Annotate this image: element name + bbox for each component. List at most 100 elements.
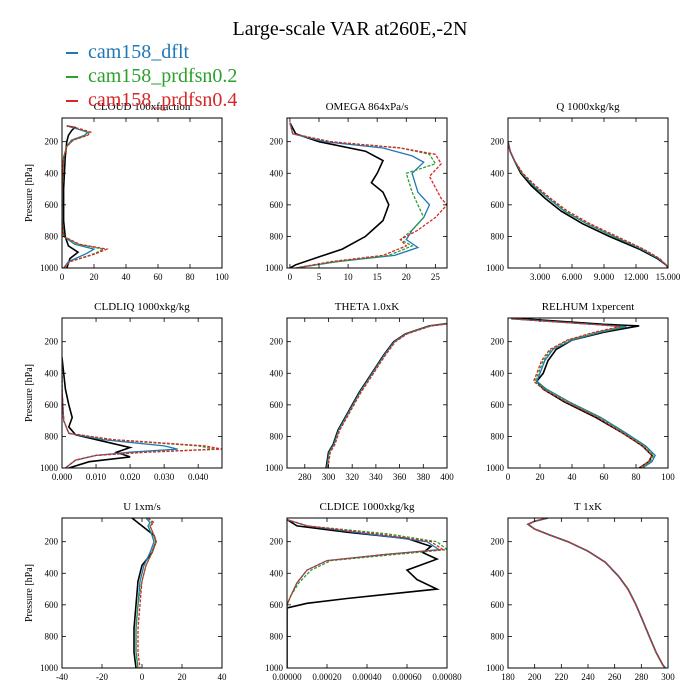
x-tick-label: 0 xyxy=(506,472,511,482)
series-line xyxy=(137,518,157,668)
x-tick-label: 360 xyxy=(393,472,407,482)
x-tick-label: 280 xyxy=(635,672,649,682)
series-line xyxy=(135,518,155,668)
series-line xyxy=(289,122,431,268)
panel-title: RELHUM 1xpercent xyxy=(542,301,635,313)
x-tick-label: 6.000 xyxy=(562,272,583,282)
y-tick-label: 800 xyxy=(45,231,59,241)
y-tick-label: 600 xyxy=(270,400,284,410)
x-tick-label: 0 xyxy=(60,272,65,282)
y-tick-label: 800 xyxy=(270,431,284,441)
chart-panel: OMEGA 864xPa/s 200 400 600 800 1000 0 5 10 15 20 25 xyxy=(265,101,448,282)
series-line xyxy=(62,125,106,268)
page-title: Large-scale VAR at260E,-2N xyxy=(232,18,468,40)
x-tick-label: 0.00080 xyxy=(432,672,462,682)
x-tick-label: 0.00060 xyxy=(392,672,422,682)
series-line xyxy=(511,318,653,468)
legend-swatch xyxy=(66,76,78,78)
y-tick-label: 400 xyxy=(45,568,59,578)
x-tick-label: 340 xyxy=(369,472,383,482)
panel-frame xyxy=(507,317,669,469)
x-tick-label: 40 xyxy=(218,672,228,682)
panel-title: THETA 1.0xK xyxy=(335,301,400,313)
y-tick-label: 200 xyxy=(270,337,284,347)
series-line xyxy=(289,122,447,268)
panel-title: CLDICE 1000xkg/kg xyxy=(319,501,415,513)
series-line xyxy=(508,141,668,268)
x-tick-label: 100 xyxy=(661,472,675,482)
y-tick-label: 1000 xyxy=(486,663,505,673)
series-line xyxy=(287,518,447,668)
y-tick-label: 200 xyxy=(491,137,505,147)
y-tick-label: 200 xyxy=(270,137,284,147)
y-tick-label: 200 xyxy=(45,537,59,547)
y-tick-label: 800 xyxy=(45,631,59,641)
x-tick-label: 15.000 xyxy=(656,272,681,282)
y-tick-label: 200 xyxy=(270,537,284,547)
y-tick-label: 800 xyxy=(45,431,59,441)
series-line xyxy=(62,357,222,468)
chart-panel: CLDLIQ 1000xkg/kg Pressure [hPa] 200 400 600… xyxy=(24,301,223,482)
x-tick-label: 0.020 xyxy=(120,472,141,482)
x-tick-label: 0.010 xyxy=(86,472,107,482)
x-tick-label: 25 xyxy=(431,272,441,282)
series-line xyxy=(511,318,653,468)
legend-swatch xyxy=(66,100,78,102)
x-tick-label: 0.00020 xyxy=(312,672,342,682)
legend-label: cam158_prdfsn0.2 xyxy=(88,65,238,87)
panel-title: CLOUD 100xfraction xyxy=(94,101,191,113)
series-line xyxy=(62,125,96,268)
panel-frame xyxy=(61,517,223,669)
legend-label: cam158_dflt xyxy=(88,41,190,63)
panel-frame xyxy=(61,117,223,269)
x-tick-label: 240 xyxy=(581,672,595,682)
y-tick-label: 400 xyxy=(270,168,284,178)
x-tick-label: 40 xyxy=(568,472,578,482)
x-tick-label: 60 xyxy=(154,272,164,282)
series-line xyxy=(287,518,445,668)
x-tick-label: 3.000 xyxy=(530,272,551,282)
y-tick-label: 400 xyxy=(491,168,505,178)
x-tick-label: 12.000 xyxy=(624,272,649,282)
series-line xyxy=(511,318,656,468)
series-line xyxy=(62,125,80,268)
y-tick-label: 800 xyxy=(270,231,284,241)
panel-title: OMEGA 864xPa/s xyxy=(326,101,409,113)
panel-title: U 1xm/s xyxy=(123,501,161,513)
y-tick-label: 1000 xyxy=(265,663,284,673)
panel-frame xyxy=(61,317,223,469)
y-tick-label: 800 xyxy=(491,231,505,241)
y-tick-label: 1000 xyxy=(486,463,505,473)
y-tick-label: 1000 xyxy=(486,263,505,273)
x-tick-label: -40 xyxy=(56,672,68,682)
x-tick-label: 180 xyxy=(501,672,515,682)
y-tick-label: 400 xyxy=(45,168,59,178)
series-line xyxy=(508,141,668,268)
y-tick-label: 1000 xyxy=(265,263,284,273)
panel-frame xyxy=(507,117,669,269)
panel-title: CLDLIQ 1000xkg/kg xyxy=(94,301,190,313)
series-line xyxy=(325,322,447,468)
panel-title: T 1xK xyxy=(574,501,602,513)
x-tick-label: 0 xyxy=(140,672,145,682)
x-tick-label: 320 xyxy=(345,472,359,482)
x-tick-label: 380 xyxy=(417,472,431,482)
panel-frame xyxy=(507,517,669,669)
x-tick-label: 300 xyxy=(322,472,336,482)
panel-frame xyxy=(286,117,448,269)
series-line xyxy=(508,141,668,268)
y-tick-label: 200 xyxy=(45,337,59,347)
y-tick-label: 400 xyxy=(491,368,505,378)
y-tick-label: 600 xyxy=(491,600,505,610)
y-tick-label: 1000 xyxy=(40,463,59,473)
x-tick-label: 15 xyxy=(373,272,383,282)
series-line xyxy=(289,122,390,268)
y-tick-label: 600 xyxy=(270,200,284,210)
y-tick-label: 800 xyxy=(270,631,284,641)
series-line xyxy=(526,518,666,668)
chart-panel: CLDICE 1000xkg/kg 200 400 600 800 10000.00000… xyxy=(265,501,462,682)
series-line xyxy=(326,323,447,468)
x-tick-label: 0.040 xyxy=(188,472,209,482)
y-tick-label: 600 xyxy=(491,400,505,410)
